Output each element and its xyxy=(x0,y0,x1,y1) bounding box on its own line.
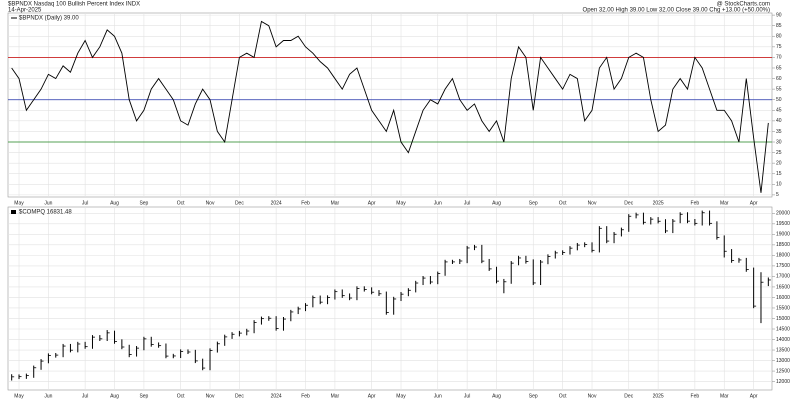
x-tick-label: Nov xyxy=(206,393,215,399)
x-tick-label: Mar xyxy=(331,393,340,399)
x-tick-label: Jul xyxy=(82,393,88,399)
x-tick-label: 2024 xyxy=(271,200,282,206)
y-tick-label: 15 xyxy=(776,171,782,177)
y-tick-label: 18000 xyxy=(776,253,790,259)
x-tick-label: Aug xyxy=(110,200,119,206)
x-tick-label: Oct xyxy=(177,200,185,206)
x-tick-label: Apr xyxy=(368,393,376,399)
x-tick-label: 2025 xyxy=(653,200,664,206)
y-tick-label: 17500 xyxy=(776,263,790,269)
legend-swatch xyxy=(11,210,16,214)
y-tick-label: 17000 xyxy=(776,274,790,280)
x-tick-label: Jul xyxy=(464,393,470,399)
y-tick-label: 19000 xyxy=(776,232,790,238)
y-tick-label: 85 xyxy=(776,23,782,29)
x-tick-label: Aug xyxy=(492,200,501,206)
legend-label: $BPNDX (Daily) 39.00 xyxy=(19,16,79,22)
y-tick-label: 20 xyxy=(776,160,782,166)
y-tick-label: 13500 xyxy=(776,347,790,353)
stats: Open 32.00 High 39.00 Low 32.00 Close 39… xyxy=(583,8,770,14)
y-tick-label: 30 xyxy=(776,139,782,145)
y-tick-label: 70 xyxy=(776,55,782,61)
x-tick-label: May xyxy=(396,393,406,399)
x-tick-label: Sep xyxy=(529,200,538,206)
x-tick-label: Dec xyxy=(624,200,633,206)
y-tick-label: 16000 xyxy=(776,295,790,301)
x-tick-label: Jun xyxy=(44,393,52,399)
y-tick-label: 20000 xyxy=(776,211,790,217)
y-tick-label: 25 xyxy=(776,150,782,156)
y-tick-label: 5 xyxy=(776,192,779,198)
plot-area xyxy=(7,206,773,391)
x-tick-label: Sep xyxy=(139,200,148,206)
x-tick-label: Dec xyxy=(624,393,633,399)
y-tick-label: 12500 xyxy=(776,368,790,374)
y-tick-label: 65 xyxy=(776,65,782,71)
x-tick-label: Feb xyxy=(691,393,700,399)
y-tick-label: 35 xyxy=(776,129,782,135)
x-tick-label: Jul xyxy=(82,200,88,206)
x-tick-label: Oct xyxy=(177,393,185,399)
x-tick-label: 2024 xyxy=(271,393,282,399)
x-tick-label: Dec xyxy=(235,393,244,399)
x-tick-label: Apr xyxy=(750,393,758,399)
plot-area xyxy=(7,12,773,198)
chart-title: $BPNDX Nasdaq 100 Bullish Percent Index … xyxy=(8,2,140,8)
legend-label: $COMPQ 16831.48 xyxy=(19,210,72,216)
x-tick-label: Aug xyxy=(492,393,501,399)
x-tick-label: Mar xyxy=(720,393,729,399)
y-tick-label: 16500 xyxy=(776,284,790,290)
x-tick-label: Sep xyxy=(529,393,538,399)
y-tick-label: 80 xyxy=(776,34,782,40)
y-tick-label: 14500 xyxy=(776,326,790,332)
x-tick-label: May xyxy=(14,200,24,206)
x-tick-label: Sep xyxy=(139,393,148,399)
x-tick-label: Aug xyxy=(110,393,119,399)
x-tick-label: Feb xyxy=(301,393,310,399)
y-tick-label: 14000 xyxy=(776,337,790,343)
y-tick-label: 40 xyxy=(776,118,782,124)
y-tick-label: 15500 xyxy=(776,305,790,311)
y-tick-label: 75 xyxy=(776,44,782,50)
y-tick-label: 55 xyxy=(776,86,782,92)
data-line xyxy=(11,20,769,193)
x-tick-label: Apr xyxy=(368,200,376,206)
chart-date: 14-Apr-2025 xyxy=(8,8,42,14)
y-tick-label: 10 xyxy=(776,182,782,188)
y-tick-label: 50 xyxy=(776,97,782,103)
x-tick-label: 2025 xyxy=(653,393,664,399)
y-tick-label: 12000 xyxy=(776,379,790,385)
y-tick-label: 15000 xyxy=(776,316,790,322)
y-tick-label: 18500 xyxy=(776,242,790,248)
x-tick-label: May xyxy=(14,393,24,399)
x-tick-label: Feb xyxy=(691,200,700,206)
x-tick-label: Jun xyxy=(44,200,52,206)
x-tick-label: Dec xyxy=(235,200,244,206)
y-tick-label: 90 xyxy=(776,12,782,18)
x-tick-label: Nov xyxy=(206,200,215,206)
y-tick-label: 60 xyxy=(776,76,782,82)
x-tick-label: Oct xyxy=(559,200,567,206)
x-tick-label: Mar xyxy=(720,200,729,206)
y-tick-label: 19500 xyxy=(776,221,790,227)
x-tick-label: Nov xyxy=(588,200,597,206)
x-tick-label: Jun xyxy=(434,200,442,206)
x-tick-label: May xyxy=(396,200,406,206)
x-tick-label: Jun xyxy=(434,393,442,399)
x-tick-label: Nov xyxy=(588,393,597,399)
y-tick-label: 13000 xyxy=(776,358,790,364)
x-tick-label: Mar xyxy=(331,200,340,206)
y-tick-label: 45 xyxy=(776,108,782,114)
x-tick-label: Apr xyxy=(750,200,758,206)
x-tick-label: Jul xyxy=(464,200,470,206)
source: @ StockCharts.com xyxy=(717,2,770,8)
x-tick-label: Oct xyxy=(559,393,567,399)
x-tick-label: Feb xyxy=(301,200,310,206)
